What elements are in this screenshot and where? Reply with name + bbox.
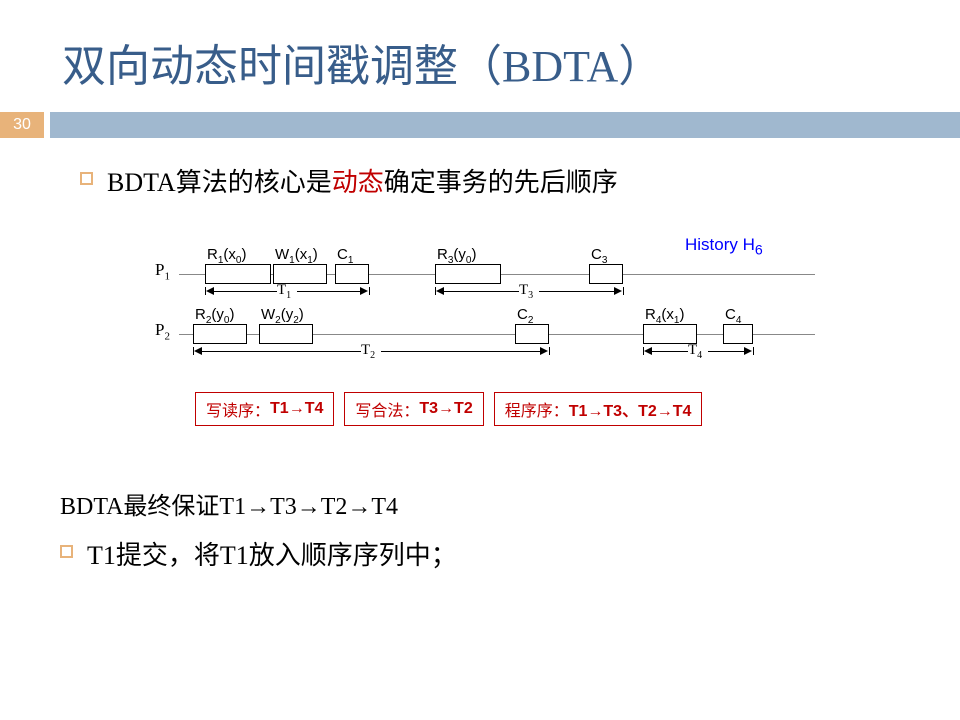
page-number-badge: 30	[0, 112, 44, 138]
legend-box: 写合法：T3→T2	[344, 392, 483, 426]
header-rule	[50, 112, 960, 138]
bullet-1-text: BDTA算法的核心是动态确定事务的先后顺序	[107, 162, 618, 199]
legend-box: 写读序：T1→T4	[195, 392, 334, 426]
bullet-1-highlight: 动态	[332, 168, 384, 197]
bullet-2: T1提交，将T1放入顺序序列中；	[60, 535, 890, 572]
legend-box: 程序序：T1→T3、T2→T4	[494, 392, 703, 426]
bullet-1-prefix: BDTA算法的核心是	[107, 168, 332, 197]
header-bar: 30	[0, 112, 960, 138]
slide-title: 双向动态时间戳调整（BDTA）	[0, 0, 960, 112]
bullet-1: BDTA算法的核心是动态确定事务的先后顺序	[80, 162, 890, 199]
result-note: BDTA最终保证T1→T3→T2→T4	[60, 486, 890, 521]
bullet-marker	[60, 545, 73, 558]
bullet-marker	[80, 172, 93, 185]
content-area: BDTA算法的核心是动态确定事务的先后顺序 P1P2History H6R1(x…	[0, 138, 960, 572]
bullet-1-suffix: 确定事务的先后顺序	[384, 168, 618, 197]
legend-row: 写读序：T1→T4 写合法：T3→T2 程序序：T1→T3、T2→T4	[195, 392, 825, 426]
timeline-diagram: P1P2History H6R1(x0)W1(x1)C1R3(y0)C3T1T3…	[145, 229, 825, 426]
bullet-2-text: T1提交，将T1放入顺序序列中；	[87, 535, 457, 572]
